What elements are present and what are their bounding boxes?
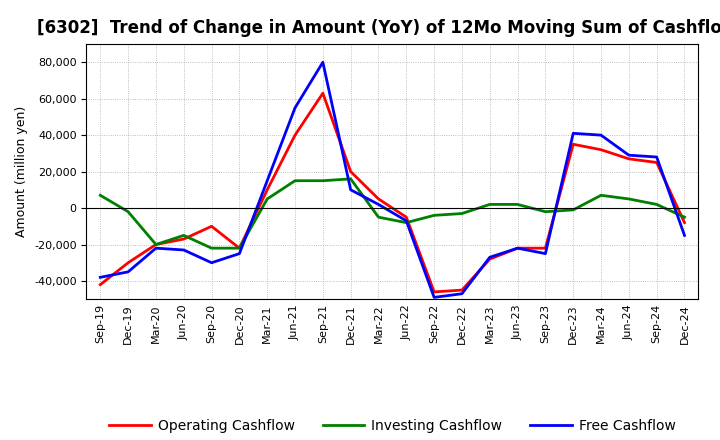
Investing Cashflow xyxy=(458,211,467,216)
Investing Cashflow xyxy=(235,246,243,251)
Free Cashflow xyxy=(485,255,494,260)
Operating Cashflow xyxy=(235,246,243,251)
Free Cashflow xyxy=(513,246,522,251)
Free Cashflow xyxy=(291,105,300,110)
Free Cashflow xyxy=(152,246,161,251)
Investing Cashflow xyxy=(96,193,104,198)
Operating Cashflow xyxy=(624,156,633,161)
Operating Cashflow xyxy=(152,242,161,247)
Free Cashflow xyxy=(597,132,606,138)
Operating Cashflow xyxy=(402,215,410,220)
Investing Cashflow xyxy=(680,215,689,220)
Investing Cashflow xyxy=(179,233,188,238)
Legend: Operating Cashflow, Investing Cashflow, Free Cashflow: Operating Cashflow, Investing Cashflow, … xyxy=(104,413,681,438)
Operating Cashflow xyxy=(179,236,188,242)
Free Cashflow xyxy=(179,247,188,253)
Free Cashflow xyxy=(124,269,132,275)
Investing Cashflow xyxy=(624,196,633,202)
Operating Cashflow xyxy=(291,132,300,138)
Free Cashflow xyxy=(402,218,410,224)
Line: Operating Cashflow: Operating Cashflow xyxy=(100,93,685,292)
Operating Cashflow xyxy=(207,224,216,229)
Operating Cashflow xyxy=(346,169,355,174)
Investing Cashflow xyxy=(485,202,494,207)
Free Cashflow xyxy=(652,154,661,160)
Free Cashflow xyxy=(569,131,577,136)
Operating Cashflow xyxy=(374,196,383,202)
Investing Cashflow xyxy=(402,220,410,225)
Operating Cashflow xyxy=(318,91,327,96)
Operating Cashflow xyxy=(430,289,438,294)
Free Cashflow xyxy=(680,233,689,238)
Investing Cashflow xyxy=(207,246,216,251)
Title: [6302]  Trend of Change in Amount (YoY) of 12Mo Moving Sum of Cashflows: [6302] Trend of Change in Amount (YoY) o… xyxy=(37,19,720,37)
Free Cashflow xyxy=(458,291,467,297)
Free Cashflow xyxy=(207,260,216,265)
Investing Cashflow xyxy=(374,215,383,220)
Investing Cashflow xyxy=(124,209,132,214)
Investing Cashflow xyxy=(652,202,661,207)
Free Cashflow xyxy=(235,251,243,256)
Operating Cashflow xyxy=(652,160,661,165)
Investing Cashflow xyxy=(541,209,550,214)
Y-axis label: Amount (million yen): Amount (million yen) xyxy=(16,106,29,237)
Free Cashflow xyxy=(541,251,550,256)
Free Cashflow xyxy=(96,275,104,280)
Operating Cashflow xyxy=(485,257,494,262)
Operating Cashflow xyxy=(263,187,271,192)
Investing Cashflow xyxy=(597,193,606,198)
Operating Cashflow xyxy=(569,142,577,147)
Line: Free Cashflow: Free Cashflow xyxy=(100,62,685,297)
Investing Cashflow xyxy=(152,242,161,247)
Operating Cashflow xyxy=(513,246,522,251)
Operating Cashflow xyxy=(96,282,104,287)
Free Cashflow xyxy=(430,295,438,300)
Free Cashflow xyxy=(374,202,383,207)
Investing Cashflow xyxy=(291,178,300,183)
Investing Cashflow xyxy=(263,196,271,202)
Line: Investing Cashflow: Investing Cashflow xyxy=(100,179,685,248)
Operating Cashflow xyxy=(680,220,689,225)
Free Cashflow xyxy=(624,153,633,158)
Free Cashflow xyxy=(263,178,271,183)
Free Cashflow xyxy=(318,59,327,65)
Operating Cashflow xyxy=(458,287,467,293)
Investing Cashflow xyxy=(569,207,577,213)
Operating Cashflow xyxy=(597,147,606,152)
Investing Cashflow xyxy=(430,213,438,218)
Operating Cashflow xyxy=(124,260,132,265)
Investing Cashflow xyxy=(513,202,522,207)
Free Cashflow xyxy=(346,187,355,192)
Investing Cashflow xyxy=(346,176,355,182)
Operating Cashflow xyxy=(541,246,550,251)
Investing Cashflow xyxy=(318,178,327,183)
